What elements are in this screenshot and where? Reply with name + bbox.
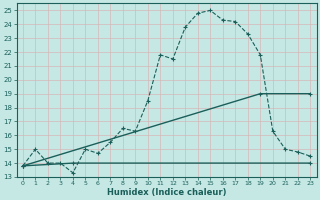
- X-axis label: Humidex (Indice chaleur): Humidex (Indice chaleur): [107, 188, 226, 197]
